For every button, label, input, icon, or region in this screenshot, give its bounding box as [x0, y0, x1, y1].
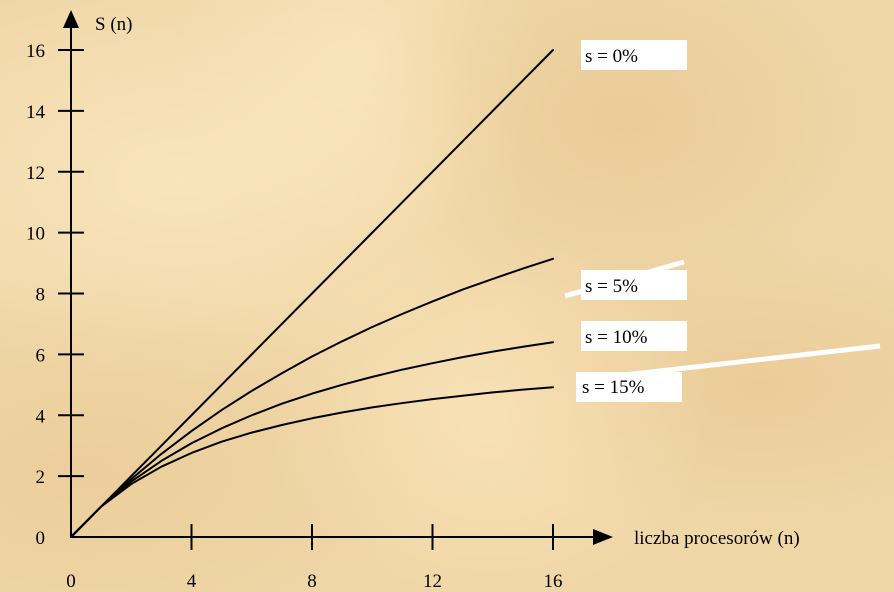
legend-text: s = 15%	[582, 377, 645, 398]
x-axis-arrowhead	[593, 529, 613, 545]
legend-text: s = 10%	[585, 327, 648, 348]
y-tick-label: 10	[26, 224, 45, 245]
y-axis-arrowhead	[63, 10, 79, 28]
y-tick-label: 8	[36, 285, 46, 306]
legend-label-s5: s = 5%	[581, 270, 687, 300]
legend-box	[581, 40, 687, 70]
legend-label-s0: s = 0%	[581, 40, 687, 70]
legend-box	[581, 270, 687, 300]
legend-text: s = 5%	[585, 276, 638, 297]
y-axis-title: S (n)	[95, 14, 132, 35]
x-axis-title: liczba procesorów (n)	[634, 528, 800, 549]
legend-label-s15: s = 15%	[576, 372, 682, 402]
axes	[63, 10, 613, 545]
series-line-1	[70, 257, 554, 538]
y-tick-label: 0	[36, 528, 46, 549]
series-line-2	[70, 341, 554, 538]
y-tick-label: 16	[26, 41, 45, 62]
series-group	[70, 49, 554, 538]
y-tick-label: 12	[26, 163, 45, 184]
y-tick-label: 6	[36, 345, 46, 366]
ticks: 0 4 8 12 16 0 2 4 6 8 10 12 14 16	[26, 41, 563, 592]
x-tick-label: 12	[423, 571, 442, 592]
x-tick-label: 4	[187, 571, 197, 592]
x-tick-label: 16	[544, 571, 563, 592]
legend-text: s = 0%	[585, 46, 638, 67]
series-line-0	[70, 49, 554, 538]
legend-label-s10: s = 10%	[581, 321, 687, 351]
y-tick-label: 14	[26, 102, 46, 123]
y-tick-label: 2	[36, 467, 46, 488]
legend-box	[576, 372, 682, 402]
x-tick-label: 8	[307, 571, 317, 592]
x-tick-label: 0	[66, 571, 76, 592]
y-tick-label: 4	[36, 406, 46, 427]
legend-box	[581, 321, 687, 351]
series-line-3	[70, 386, 554, 538]
